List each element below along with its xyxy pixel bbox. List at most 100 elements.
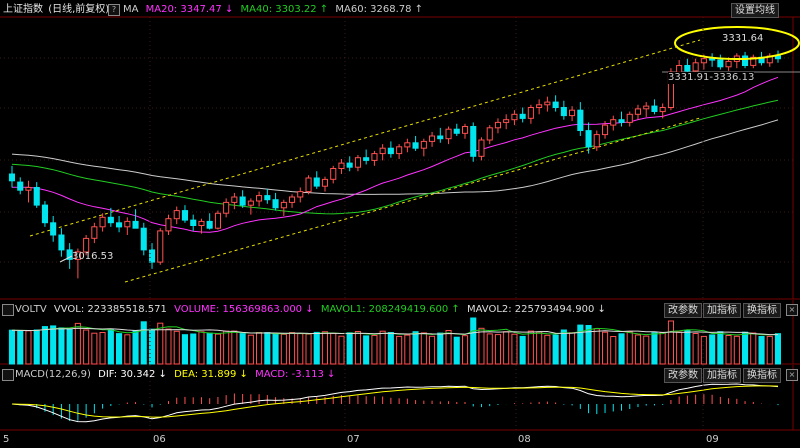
candle-body bbox=[272, 199, 279, 209]
volume-bar bbox=[363, 335, 370, 365]
candle-body bbox=[634, 108, 642, 115]
candle-body bbox=[313, 177, 320, 187]
volume-bar bbox=[239, 333, 246, 365]
high-price-label: 3331.64 bbox=[722, 33, 764, 44]
candle-body bbox=[50, 222, 57, 236]
volume-bar bbox=[346, 332, 353, 365]
mavol2-arrow-icon: ↓ bbox=[597, 304, 606, 315]
candle-body bbox=[429, 135, 436, 142]
candle-body bbox=[618, 119, 625, 123]
candle-body bbox=[577, 109, 584, 131]
ma20-arrow-icon: ↓ bbox=[224, 4, 234, 15]
candle-body bbox=[544, 101, 551, 106]
volume-bar bbox=[552, 334, 559, 365]
low-marker-arrow bbox=[59, 255, 73, 263]
chart-mode: (日线,前复权) bbox=[48, 4, 110, 15]
x-axis-month-06: 06 bbox=[153, 434, 166, 445]
candle-body bbox=[420, 140, 427, 149]
volume-bar bbox=[511, 333, 518, 365]
candle-body bbox=[412, 142, 419, 149]
volume-bar bbox=[494, 334, 501, 365]
candle-body bbox=[280, 201, 287, 209]
macd-switch-indicator-button[interactable]: 换指标 bbox=[743, 368, 781, 383]
candle-body bbox=[256, 195, 263, 202]
candle-body bbox=[58, 234, 65, 251]
candle-body bbox=[83, 237, 90, 253]
volume-bar bbox=[750, 332, 757, 365]
volume-bar bbox=[116, 333, 123, 365]
candle-body bbox=[198, 220, 205, 226]
candle-body bbox=[560, 107, 567, 117]
ma-settings-button[interactable]: 设置均线 bbox=[731, 3, 779, 18]
candle-body bbox=[173, 210, 180, 220]
candle-body bbox=[684, 65, 691, 72]
volume-bar bbox=[41, 326, 49, 365]
candle-body bbox=[33, 187, 40, 206]
candle-body bbox=[297, 191, 304, 198]
volume-bar bbox=[725, 335, 732, 365]
candle-body bbox=[41, 204, 49, 224]
candle-body bbox=[396, 146, 403, 155]
volume-bar bbox=[626, 331, 633, 365]
volume-bar bbox=[453, 336, 460, 365]
candle-body bbox=[379, 147, 386, 155]
volume-bar bbox=[758, 336, 765, 365]
ma40-arrow-icon: ↑ bbox=[319, 4, 329, 15]
volume-bar bbox=[774, 333, 782, 365]
volume-bar bbox=[470, 317, 477, 365]
candle-body bbox=[157, 230, 164, 263]
channel-upper-line bbox=[29, 39, 701, 237]
candle-body bbox=[503, 119, 510, 123]
candle-body bbox=[404, 142, 411, 148]
volume-bar bbox=[181, 334, 188, 365]
candle-body bbox=[602, 124, 609, 136]
vvol-value: VVOL: 223385518.571 bbox=[53, 304, 167, 315]
ma60-value: MA60: 3268.78 bbox=[335, 4, 412, 15]
help-icon[interactable]: ? bbox=[108, 4, 120, 16]
channel-lower-line bbox=[124, 117, 701, 283]
candle-body bbox=[140, 227, 147, 251]
candle-body bbox=[511, 113, 518, 121]
macd-add-indicator-button[interactable]: 加指标 bbox=[703, 368, 741, 383]
macd-params-button[interactable]: 改参数 bbox=[664, 368, 702, 383]
candle-body bbox=[91, 226, 98, 239]
ma60-line bbox=[11, 119, 779, 195]
volume-bar bbox=[371, 334, 378, 365]
candle-body bbox=[610, 119, 617, 126]
volume-bar bbox=[247, 334, 254, 365]
volume-settings-icon[interactable] bbox=[2, 304, 14, 316]
volume-switch-indicator-button[interactable]: 换指标 bbox=[743, 303, 781, 318]
candle-body bbox=[536, 104, 543, 109]
macd-close-icon[interactable]: × bbox=[786, 369, 798, 381]
volume-bar bbox=[577, 324, 584, 365]
volume-params-button[interactable]: 改参数 bbox=[664, 303, 702, 318]
ma20-value: MA20: 3347.47 bbox=[145, 4, 222, 15]
volume-bar bbox=[387, 332, 394, 365]
volume-bar bbox=[618, 333, 625, 365]
candle-body bbox=[486, 127, 493, 141]
candle-body bbox=[247, 200, 254, 206]
macd-settings-icon[interactable] bbox=[2, 369, 14, 381]
dea-value: DEA: 31.899 bbox=[174, 369, 237, 380]
volume-bar bbox=[338, 335, 345, 365]
volume-bar bbox=[272, 334, 279, 365]
dea-line bbox=[11, 385, 779, 418]
candle-body bbox=[593, 134, 600, 148]
candle-body bbox=[321, 178, 328, 187]
volume-bar bbox=[602, 331, 609, 365]
volume-bar bbox=[709, 334, 716, 365]
dif-value: DIF: 30.342 bbox=[98, 369, 156, 380]
volume-close-icon[interactable]: × bbox=[786, 304, 798, 316]
volume-bar bbox=[651, 332, 658, 365]
volume-add-indicator-button[interactable]: 加指标 bbox=[703, 303, 741, 318]
volume-bar bbox=[149, 328, 156, 365]
volume-bar bbox=[684, 329, 691, 365]
dea-arrow-icon: ↓ bbox=[239, 369, 248, 380]
mavol1-value: MAVOL1: 208249419.600 bbox=[320, 304, 449, 315]
candle-body bbox=[717, 59, 724, 68]
candle-body bbox=[750, 56, 757, 66]
volume-bar bbox=[478, 327, 485, 365]
volume-bar bbox=[50, 325, 57, 365]
